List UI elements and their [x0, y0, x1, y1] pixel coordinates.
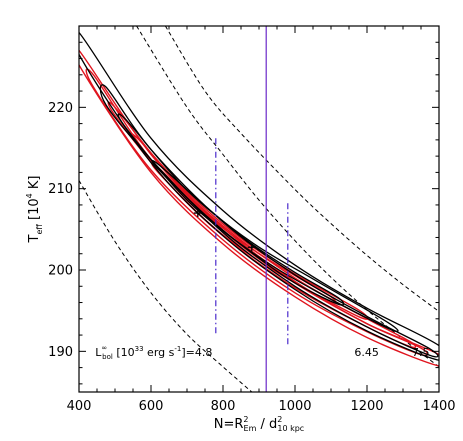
x-tick-label-2: 800 — [211, 399, 236, 414]
red-contour-2 — [107, 101, 417, 349]
x-tick-label-0: 400 — [67, 399, 92, 414]
x-axis-label: N=R2 Em / d2 10 kpc — [214, 415, 304, 433]
black-contour-0 — [79, 31, 439, 361]
x-tick-label-4: 1200 — [350, 399, 383, 414]
black-contour-2 — [117, 113, 399, 333]
red-contour-0 — [79, 49, 439, 367]
dashed-luminosity-curve-1 — [136, 26, 439, 368]
black-contour-3 — [151, 159, 345, 306]
annotation-lbol-4-8: L∞ bol [1033 erg s-1]=4.8 — [95, 344, 212, 361]
plot-frame — [78, 25, 440, 393]
annotation-7-5: 7.5 — [412, 346, 430, 359]
axis-ticks — [78, 26, 440, 392]
red-contour-1 — [85, 68, 429, 357]
dashed-luminosity-curve-0 — [79, 180, 253, 392]
y-axis-label: Teff [104 K] — [25, 176, 44, 244]
y-tick-label-2: 210 — [48, 182, 73, 197]
black-contour-1 — [99, 84, 439, 358]
x-tick-label-5: 1400 — [422, 399, 455, 414]
x-tick-label-1: 600 — [139, 399, 164, 414]
marker-plus-1 — [193, 209, 202, 218]
y-tick-label-3: 220 — [48, 101, 73, 116]
marker-plus-0 — [247, 243, 256, 252]
dashed-luminosity-curve-2 — [164, 26, 439, 312]
y-tick-label-0: 190 — [48, 345, 73, 360]
plot-content — [79, 26, 439, 392]
red-contour-3 — [129, 132, 369, 320]
x-tick-label-3: 1000 — [278, 399, 311, 414]
y-tick-label-1: 200 — [48, 264, 73, 279]
annotation-6-45: 6.45 — [354, 346, 379, 359]
